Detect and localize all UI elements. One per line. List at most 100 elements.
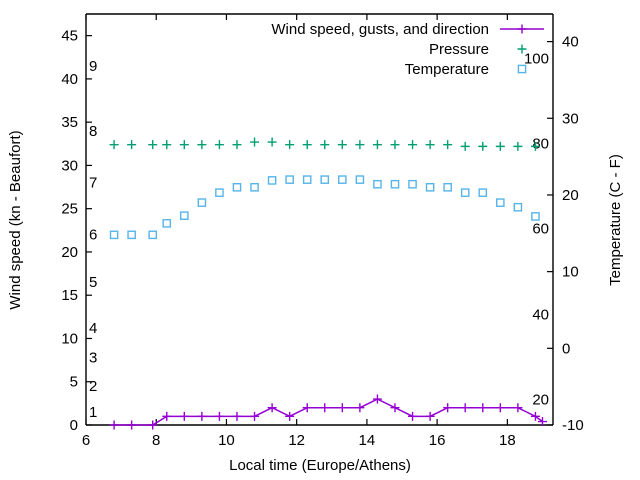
plus-marker [179, 140, 189, 150]
plus-marker [232, 411, 242, 421]
x-tick-label-6: 6 [82, 432, 90, 449]
plus-marker [537, 417, 547, 427]
plus-marker [355, 140, 365, 150]
square-marker [355, 175, 365, 184]
plus-marker [460, 141, 470, 151]
y-axis-title: Wind speed (kn - Beaufort) [7, 130, 24, 309]
y-tick-label-40: 40 [61, 71, 78, 88]
plot-frame [85, 13, 554, 426]
plus-marker [320, 140, 330, 150]
plot-border [85, 13, 554, 426]
y2-tick-label-40: 40 [562, 34, 579, 51]
plus-marker [250, 137, 260, 147]
y2-tick-label-20: 20 [562, 187, 579, 204]
beaufort-label-3: 3 [89, 350, 97, 367]
series-pressure [109, 137, 540, 151]
square-marker [513, 202, 523, 212]
legend-label-2: Temperature [405, 61, 489, 78]
plus-marker [302, 403, 312, 413]
plus-marker [162, 411, 172, 421]
plus-marker [127, 140, 137, 150]
series-temperature [109, 175, 540, 240]
square-marker [390, 179, 400, 189]
plus-marker [390, 403, 400, 413]
fahrenheit-label-100: 100 [524, 50, 549, 67]
fahrenheit-inner-labels: 20 40 60 80 100 [524, 50, 549, 408]
square-marker [180, 211, 189, 220]
y-tick-label-0: 0 [70, 417, 78, 434]
chart-legend: Wind speed, gusts, and direction Pressure… [271, 21, 544, 78]
plus-marker [148, 140, 158, 150]
beaufort-label-5: 5 [89, 274, 97, 291]
plus-marker [302, 140, 312, 150]
plus-marker [425, 140, 435, 150]
y-tick-label-5: 5 [70, 374, 78, 391]
plus-marker [530, 141, 540, 151]
plus-marker [197, 140, 207, 150]
beaufort-label-1: 1 [89, 404, 97, 421]
square-marker [338, 175, 347, 184]
plus-marker [337, 403, 347, 413]
square-marker [162, 219, 172, 228]
plus-marker [267, 403, 277, 413]
square-marker [232, 182, 242, 192]
plus-marker [337, 140, 347, 150]
y-tick-label-20: 20 [61, 244, 78, 261]
plus-marker [355, 403, 365, 413]
plus-marker [267, 137, 277, 147]
y2-tick-label-30: 30 [562, 110, 579, 127]
legend-label-1: Pressure [429, 41, 489, 58]
fahrenheit-label-40: 40 [532, 307, 549, 324]
plus-marker [495, 141, 505, 151]
plus-marker [517, 24, 527, 34]
y-tick-label-35: 35 [61, 114, 78, 131]
fahrenheit-label-80: 80 [532, 136, 549, 153]
x-axis-ticks: 6 8 10 12 14 16 18 [82, 14, 516, 449]
plus-marker [495, 403, 505, 413]
plus-marker [285, 140, 295, 150]
plus-marker [478, 403, 488, 413]
y-tick-label-15: 15 [61, 287, 78, 304]
y2-axis-ticks: -10 0 10 20 30 40 [547, 34, 584, 434]
plus-marker [162, 140, 172, 150]
y2-tick-label-0: 0 [562, 340, 570, 357]
y-axis-ticks: 0 5 10 15 20 25 30 35 40 45 [61, 28, 92, 434]
beaufort-label-2: 2 [89, 378, 97, 395]
square-marker [302, 175, 312, 184]
plus-marker [513, 141, 523, 151]
beaufort-label-7: 7 [89, 175, 97, 192]
y2-tick-label--10: -10 [562, 417, 584, 434]
plus-marker [372, 394, 382, 404]
plus-marker [109, 140, 119, 150]
plus-marker [232, 140, 242, 150]
plus-marker [127, 420, 137, 430]
beaufort-label-6: 6 [89, 227, 97, 244]
square-marker [267, 176, 277, 185]
x-tick-label-16: 16 [429, 432, 446, 449]
y-tick-label-10: 10 [61, 330, 78, 347]
beaufort-label-9: 9 [89, 58, 97, 75]
x-tick-label-8: 8 [152, 432, 160, 449]
plus-marker [109, 420, 119, 430]
beaufort-inner-labels: 1 2 3 4 5 6 7 8 9 [89, 58, 97, 421]
plus-marker [390, 140, 400, 150]
square-marker [320, 175, 330, 184]
plus-marker [530, 411, 540, 421]
plus-marker [372, 140, 382, 150]
square-marker [517, 64, 527, 74]
beaufort-label-8: 8 [89, 123, 97, 140]
x-axis-title: Local time (Europe/Athens) [229, 457, 411, 474]
plus-marker [517, 44, 527, 54]
plus-marker [179, 411, 189, 421]
square-marker [285, 175, 294, 184]
square-marker [127, 230, 136, 240]
plus-marker [443, 403, 453, 413]
x-tick-label-14: 14 [359, 432, 376, 449]
data-series [109, 137, 547, 430]
plus-marker [148, 420, 158, 430]
plus-marker [214, 140, 224, 150]
plus-marker [214, 411, 224, 421]
plus-marker [513, 403, 523, 413]
